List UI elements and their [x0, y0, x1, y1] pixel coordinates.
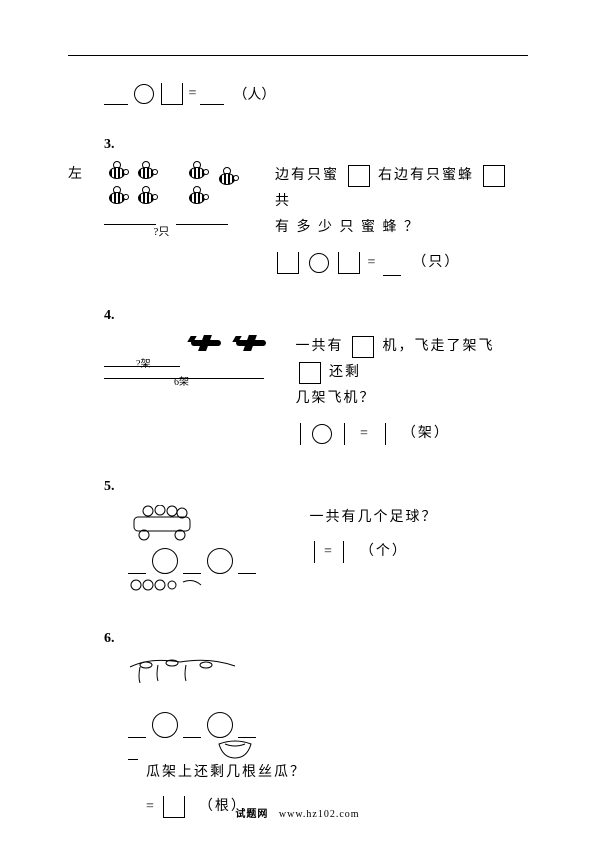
plane-icon [189, 334, 227, 352]
left-label: 左 [68, 163, 82, 183]
cart-icon [128, 505, 208, 541]
q3: 3. 左 ? [68, 137, 528, 276]
q3-caption: ?只 [154, 223, 170, 239]
equals: = [324, 539, 334, 565]
t: 瓜架上还剩几根丝瓜？ [146, 760, 306, 786]
cup-box [338, 252, 360, 274]
q5: 5. [68, 479, 528, 599]
vline [344, 423, 345, 445]
answer-box [299, 362, 321, 384]
q4-number: 4. [104, 308, 528, 324]
q3-figure: ?只 [104, 163, 254, 235]
unit: （人） [233, 84, 275, 104]
blank [104, 91, 128, 105]
equals: = [189, 86, 197, 102]
t: 有 多 少 只 蜜 蜂 ？ [275, 215, 420, 241]
bowl-icon [215, 740, 255, 760]
t: 右边有只蜜蜂 [378, 163, 474, 189]
q4-capn: 6架 [174, 373, 189, 388]
footer: 试题网 www.hz102.com [0, 805, 595, 820]
plane-icon [234, 334, 272, 352]
q5-text: 一共有几个足球？ = （个） [310, 505, 520, 565]
blank [383, 256, 401, 276]
t: 几架飞机？ [296, 386, 376, 412]
q6: 6. [68, 631, 528, 820]
q4-text: 一共有 机，飞走了架飞 还剩 几架飞机？ = （架） [296, 334, 526, 447]
q3-number: 3. [104, 137, 528, 153]
bee-icon [105, 189, 129, 207]
footballs-icon [128, 576, 208, 594]
bee-icon [185, 164, 209, 182]
vline [314, 541, 315, 563]
op-circle [207, 712, 233, 738]
q5-number: 5. [104, 479, 528, 495]
vline [343, 541, 344, 563]
blank [238, 724, 256, 738]
q4-figure: ?架 6架 [104, 334, 274, 379]
footer-url: www.hz102.com [279, 809, 360, 820]
unit: （架） [402, 421, 450, 447]
q4: 4. ?架 6架 一共有 机，飞走了架飞 [68, 308, 528, 447]
bee-icon [185, 189, 209, 207]
bee-icon [134, 164, 158, 182]
t: 边有只蜜 [275, 163, 339, 189]
bee-icon [134, 189, 158, 207]
equals: = [360, 421, 370, 447]
vline [385, 423, 386, 445]
bee-icon [105, 164, 129, 182]
q3-text: 边有只蜜 右边有只蜜蜂 共 有 多 少 只 蜜 蜂 ？ = （只） [275, 163, 525, 276]
blank [128, 560, 146, 574]
op-circle [134, 84, 154, 104]
answer-box [483, 165, 505, 187]
blank [238, 560, 256, 574]
blank [183, 724, 201, 738]
t: 共 [275, 189, 291, 215]
blank [128, 750, 138, 760]
q2-eq: = （人） [104, 83, 528, 105]
answer-box [352, 336, 374, 358]
cup-box [277, 252, 299, 274]
cup-box [161, 83, 183, 105]
op-circle [152, 548, 178, 574]
t: 一共有 [296, 334, 344, 360]
q5-figure [128, 505, 288, 599]
t: 还剩 [329, 360, 361, 386]
blank [183, 560, 201, 574]
unit: （只） [412, 250, 460, 276]
blank [128, 724, 146, 738]
t: 一共有几个足球？ [310, 505, 438, 531]
brace [104, 215, 156, 225]
bee-icon [215, 170, 239, 188]
footer-label: 试题网 [235, 809, 268, 820]
answer-box [348, 165, 370, 187]
unit: （个） [360, 539, 408, 565]
gourd-icon [128, 657, 218, 699]
equals: = [368, 250, 378, 276]
q6-number: 6. [104, 631, 528, 647]
q6-figure [128, 657, 298, 760]
page: = （人） 3. 左 [68, 55, 528, 852]
op-circle [309, 253, 329, 273]
q4-capq: ?架 [136, 355, 150, 370]
brace [176, 215, 228, 225]
op-circle [152, 712, 178, 738]
blank [200, 91, 224, 105]
op-circle [207, 548, 233, 574]
op-circle [312, 424, 332, 444]
vline [300, 423, 301, 445]
t: 机，飞走了架飞 [383, 334, 495, 360]
